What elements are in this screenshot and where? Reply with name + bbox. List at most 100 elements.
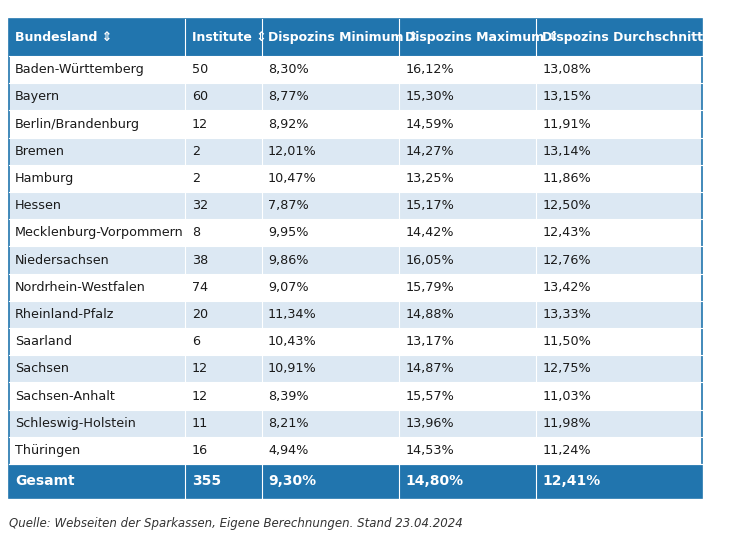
FancyBboxPatch shape <box>8 56 185 83</box>
Text: 10,91%: 10,91% <box>268 362 317 375</box>
FancyBboxPatch shape <box>261 328 398 355</box>
Text: 14,42%: 14,42% <box>405 226 454 239</box>
FancyBboxPatch shape <box>185 165 261 192</box>
Text: Sachsen: Sachsen <box>15 362 69 375</box>
FancyBboxPatch shape <box>8 19 185 56</box>
FancyBboxPatch shape <box>536 246 702 274</box>
FancyBboxPatch shape <box>185 355 261 382</box>
FancyBboxPatch shape <box>261 274 398 301</box>
Text: 8,39%: 8,39% <box>268 390 309 403</box>
Text: 2: 2 <box>192 172 200 185</box>
FancyBboxPatch shape <box>8 274 185 301</box>
FancyBboxPatch shape <box>261 301 398 328</box>
FancyBboxPatch shape <box>536 83 702 110</box>
Text: 8,77%: 8,77% <box>268 90 309 103</box>
Text: 20: 20 <box>192 308 207 321</box>
FancyBboxPatch shape <box>398 328 536 355</box>
FancyBboxPatch shape <box>536 437 702 464</box>
Text: Dispozins Maximum ⇕: Dispozins Maximum ⇕ <box>405 31 560 44</box>
Text: 2: 2 <box>192 145 200 158</box>
Text: 13,25%: 13,25% <box>405 172 454 185</box>
Text: 9,95%: 9,95% <box>268 226 309 239</box>
Text: 9,07%: 9,07% <box>268 281 309 294</box>
Text: 8: 8 <box>192 226 200 239</box>
FancyBboxPatch shape <box>398 301 536 328</box>
FancyBboxPatch shape <box>536 301 702 328</box>
FancyBboxPatch shape <box>8 382 185 410</box>
Text: 4,94%: 4,94% <box>268 444 309 457</box>
Text: 15,30%: 15,30% <box>405 90 454 103</box>
FancyBboxPatch shape <box>8 83 185 110</box>
FancyBboxPatch shape <box>261 355 398 382</box>
Text: 12,76%: 12,76% <box>542 254 591 267</box>
FancyBboxPatch shape <box>261 464 398 498</box>
FancyBboxPatch shape <box>536 165 702 192</box>
Text: 12,75%: 12,75% <box>542 362 591 375</box>
Text: 11,34%: 11,34% <box>268 308 317 321</box>
FancyBboxPatch shape <box>8 301 185 328</box>
FancyBboxPatch shape <box>536 328 702 355</box>
FancyBboxPatch shape <box>185 382 261 410</box>
FancyBboxPatch shape <box>185 138 261 165</box>
FancyBboxPatch shape <box>398 437 536 464</box>
FancyBboxPatch shape <box>261 83 398 110</box>
Text: 15,79%: 15,79% <box>405 281 454 294</box>
Text: 7,87%: 7,87% <box>268 199 309 212</box>
FancyBboxPatch shape <box>8 246 185 274</box>
Text: 11,86%: 11,86% <box>542 172 591 185</box>
Text: Bundesland ⇕: Bundesland ⇕ <box>15 31 112 44</box>
FancyBboxPatch shape <box>185 246 261 274</box>
Text: 14,27%: 14,27% <box>405 145 454 158</box>
FancyBboxPatch shape <box>536 219 702 246</box>
FancyBboxPatch shape <box>398 19 536 56</box>
Text: Sachsen-Anhalt: Sachsen-Anhalt <box>15 390 115 403</box>
Text: 16,12%: 16,12% <box>405 63 454 76</box>
Text: 14,80%: 14,80% <box>405 474 464 488</box>
Text: 13,15%: 13,15% <box>542 90 591 103</box>
FancyBboxPatch shape <box>536 464 702 498</box>
FancyBboxPatch shape <box>185 437 261 464</box>
Text: 38: 38 <box>192 254 208 267</box>
FancyBboxPatch shape <box>8 138 185 165</box>
FancyBboxPatch shape <box>185 274 261 301</box>
Text: 13,42%: 13,42% <box>542 281 591 294</box>
FancyBboxPatch shape <box>8 410 185 437</box>
Text: 11,03%: 11,03% <box>542 390 591 403</box>
FancyBboxPatch shape <box>8 464 185 498</box>
Text: 11,50%: 11,50% <box>542 335 591 348</box>
FancyBboxPatch shape <box>261 219 398 246</box>
FancyBboxPatch shape <box>398 219 536 246</box>
FancyBboxPatch shape <box>185 56 261 83</box>
Text: Rheinland-Pfalz: Rheinland-Pfalz <box>15 308 115 321</box>
Text: 11: 11 <box>192 417 208 430</box>
Text: 14,59%: 14,59% <box>405 118 454 131</box>
FancyBboxPatch shape <box>8 110 185 138</box>
FancyBboxPatch shape <box>8 355 185 382</box>
FancyBboxPatch shape <box>185 110 261 138</box>
Text: Berlin/Brandenburg: Berlin/Brandenburg <box>15 118 140 131</box>
FancyBboxPatch shape <box>398 355 536 382</box>
Text: 9,30%: 9,30% <box>268 474 316 488</box>
Text: 12,01%: 12,01% <box>268 145 317 158</box>
FancyBboxPatch shape <box>185 301 261 328</box>
Text: Bayern: Bayern <box>15 90 60 103</box>
Text: 12: 12 <box>192 118 207 131</box>
FancyBboxPatch shape <box>398 246 536 274</box>
FancyBboxPatch shape <box>185 19 261 56</box>
FancyBboxPatch shape <box>185 192 261 219</box>
Text: 12: 12 <box>192 362 207 375</box>
FancyBboxPatch shape <box>261 246 398 274</box>
Text: Quelle: Webseiten der Sparkassen, Eigene Berechnungen. Stand 23.04.2024: Quelle: Webseiten der Sparkassen, Eigene… <box>8 517 462 530</box>
Text: 13,33%: 13,33% <box>542 308 591 321</box>
Text: 50: 50 <box>192 63 208 76</box>
FancyBboxPatch shape <box>261 192 398 219</box>
FancyBboxPatch shape <box>536 138 702 165</box>
Text: Institute ⇕: Institute ⇕ <box>192 31 267 44</box>
Text: 60: 60 <box>192 90 207 103</box>
Text: Mecklenburg-Vorpommern: Mecklenburg-Vorpommern <box>15 226 184 239</box>
Text: 13,17%: 13,17% <box>405 335 454 348</box>
Text: 12,41%: 12,41% <box>542 474 601 488</box>
Text: 13,08%: 13,08% <box>542 63 591 76</box>
Text: 12: 12 <box>192 390 207 403</box>
FancyBboxPatch shape <box>8 192 185 219</box>
